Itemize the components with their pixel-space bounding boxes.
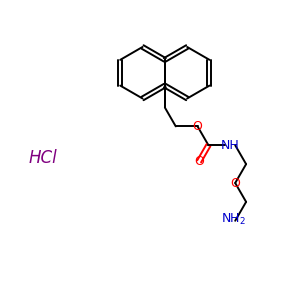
Text: O: O [193,120,202,133]
Text: O: O [230,176,240,190]
Text: O: O [194,155,204,168]
Text: HCl: HCl [28,149,57,167]
Text: NH: NH [221,139,240,152]
Text: NH$_2$: NH$_2$ [221,212,246,227]
